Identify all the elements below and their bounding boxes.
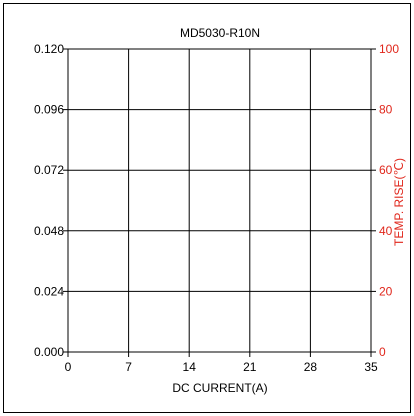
plot-area [67,48,372,353]
chart-title: MD5030-R10N [180,26,260,40]
x-tick-label: 35 [364,360,378,374]
y2-tick-label: 0 [379,345,386,359]
x-tick-label: 14 [183,360,197,374]
y2-tick-label: 100 [379,42,399,56]
y2-tick-label: 40 [379,224,393,238]
y-tick-label: 0.048 [34,224,64,238]
x-tick-label: 28 [304,360,318,374]
y-tick-labels: 0.000 0.024 0.048 0.072 0.096 0.120 [34,42,64,359]
grid [63,48,376,357]
y2-tick-label: 80 [379,103,393,117]
y2-tick-labels: 0 20 40 60 80 100 [379,42,399,359]
y2-tick-label: 20 [379,284,393,298]
y-tick-label: 0.000 [34,345,64,359]
x-tick-label: 21 [243,360,257,374]
x-tick-labels: 0 7 14 21 28 35 [65,360,378,374]
y2-axis-label: TEMP. RISE(℃) [392,158,406,246]
y-tick-label: 0.024 [34,284,64,298]
y-tick-label: 0.072 [34,163,64,177]
x-tick-label: 7 [125,360,132,374]
y2-tick-label: 60 [379,163,393,177]
y-tick-label: 0.096 [34,103,64,117]
chart-frame [3,3,411,413]
x-axis-label: DC CURRENT(A) [172,381,267,395]
x-tick-label: 0 [65,360,72,374]
y-tick-label: 0.120 [34,42,64,56]
